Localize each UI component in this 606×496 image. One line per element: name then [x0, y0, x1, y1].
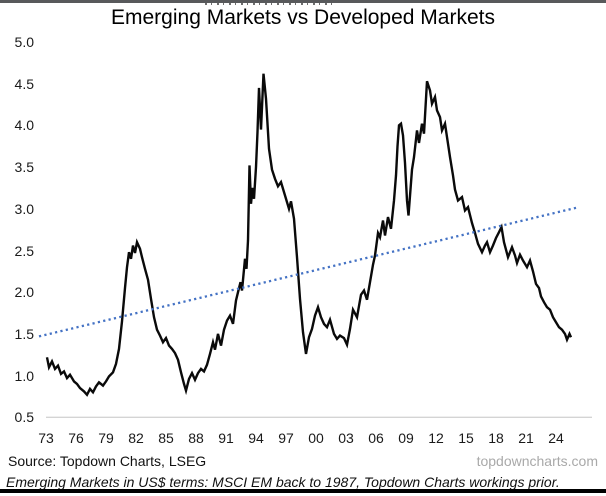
x-tick-label: 00: [308, 430, 324, 446]
source-text: Source: Topdown Charts, LSEG: [8, 453, 207, 469]
bottom-border-bar: [0, 489, 606, 493]
x-tick-label: 12: [428, 430, 444, 446]
x-tick-label: 18: [488, 430, 504, 446]
x-tick-label: 91: [218, 430, 234, 446]
x-tick-label: 94: [248, 430, 264, 446]
x-tick-label: 85: [158, 430, 174, 446]
y-tick-label: 2.0: [14, 284, 34, 300]
em-dm-ratio-line: [45, 73, 573, 397]
y-tick-label: 3.0: [14, 201, 34, 217]
y-tick-label: 5.0: [14, 34, 34, 50]
x-tick-label: 06: [368, 430, 384, 446]
x-tick-label: 76: [68, 430, 84, 446]
y-tick-label: 2.5: [14, 243, 34, 259]
x-tick-label: 24: [548, 430, 564, 446]
x-tick-label: 03: [338, 430, 354, 446]
x-tick-label: 97: [278, 430, 294, 446]
x-tick-label: 88: [188, 430, 204, 446]
x-tick-label: 73: [38, 430, 54, 446]
top-cropped-bar: [0, 0, 606, 3]
x-tick-label: 79: [98, 430, 114, 446]
x-tick-label: 21: [518, 430, 534, 446]
watermark-text: topdowncharts.com: [476, 453, 598, 469]
y-tick-label: 1.0: [14, 368, 34, 384]
y-tick-label: 4.0: [14, 117, 34, 133]
y-tick-label: 0.5: [14, 409, 34, 425]
x-tick-label: 15: [458, 430, 474, 446]
trend-line: [38, 205, 580, 338]
chart-title: Emerging Markets vs Developed Markets: [111, 6, 495, 29]
y-tick-label: 4.5: [14, 76, 34, 92]
x-tick-label: 09: [398, 430, 414, 446]
y-tick-label: 3.5: [14, 159, 34, 175]
x-tick-label: 82: [128, 430, 144, 446]
y-tick-label: 1.5: [14, 326, 34, 342]
footnote-text: Emerging Markets in US$ terms: MSCI EM b…: [6, 474, 560, 490]
cropped-text-remnant: [205, 3, 335, 5]
